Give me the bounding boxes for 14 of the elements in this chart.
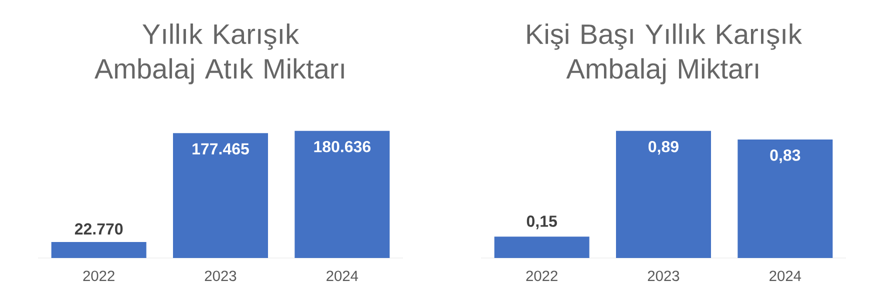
chart-title: Kişi Başı Yıllık Karışık Ambalaj Miktarı: [527, 24, 802, 84]
data-label: 0,89: [648, 140, 678, 155]
chart-title: Yıllık Karışık Ambalaj Atık Miktarı: [94, 24, 344, 84]
x-tick-label: 2024: [770, 270, 802, 282]
x-tick-label: 2022: [83, 270, 114, 282]
data-label: 0,15: [526, 216, 557, 230]
x-tick-label: 2023: [204, 270, 236, 282]
data-label: 177.465: [192, 143, 249, 154]
x-tick-label: 2022: [526, 270, 558, 282]
x-tick-label: 2024: [326, 270, 358, 282]
x-tick-label: 2023: [648, 270, 680, 282]
data-label: 0,83: [770, 150, 800, 164]
data-label: 180.636: [314, 140, 370, 152]
data-label: 22.770: [74, 223, 123, 235]
